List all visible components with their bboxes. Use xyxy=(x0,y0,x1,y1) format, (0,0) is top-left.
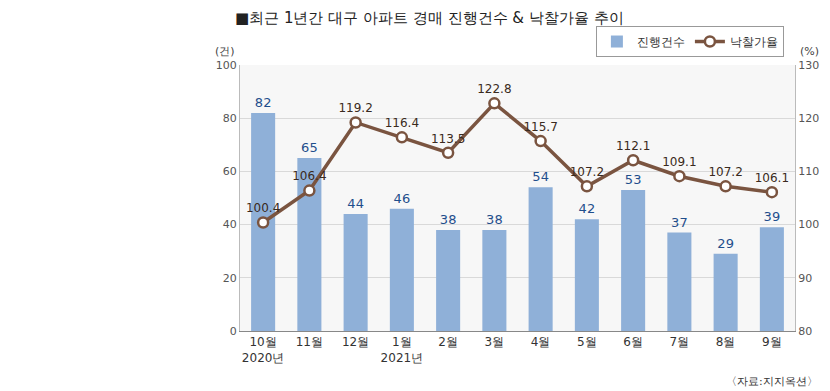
svg-text:3월: 3월 xyxy=(485,335,505,349)
svg-text:60: 60 xyxy=(223,165,237,178)
svg-text:낙찰가율: 낙찰가율 xyxy=(730,35,778,49)
svg-text:20: 20 xyxy=(223,272,237,285)
svg-text:106.4: 106.4 xyxy=(292,169,326,183)
svg-text:54: 54 xyxy=(532,169,549,184)
svg-text:11월: 11월 xyxy=(296,335,323,349)
svg-text:■최근 1년간 대구 아파트 경매 진행건수 & 낙찰가율: ■최근 1년간 대구 아파트 경매 진행건수 & 낙찰가율 추이 xyxy=(235,9,624,27)
svg-text:107.2: 107.2 xyxy=(708,165,742,179)
svg-text:6월: 6월 xyxy=(623,335,643,349)
svg-text:110: 110 xyxy=(798,165,819,178)
svg-text:113.5: 113.5 xyxy=(431,132,465,146)
svg-text:82: 82 xyxy=(255,95,272,110)
svg-text:100.4: 100.4 xyxy=(246,201,280,215)
svg-text:44: 44 xyxy=(347,196,364,211)
svg-text:120: 120 xyxy=(798,112,819,125)
svg-text:0: 0 xyxy=(230,325,237,338)
svg-text:5월: 5월 xyxy=(577,335,597,349)
svg-text:진행건수: 진행건수 xyxy=(637,35,685,49)
svg-text:106.1: 106.1 xyxy=(755,171,789,185)
svg-text:109.1: 109.1 xyxy=(662,155,696,169)
svg-text:119.2: 119.2 xyxy=(338,101,372,115)
svg-text:2월: 2월 xyxy=(438,335,458,349)
svg-text:46: 46 xyxy=(394,191,411,206)
svg-text:37: 37 xyxy=(671,215,688,230)
svg-text:112.1: 112.1 xyxy=(616,139,650,153)
svg-text:39: 39 xyxy=(764,209,781,224)
svg-text:100: 100 xyxy=(216,59,237,72)
svg-text:8월: 8월 xyxy=(716,335,736,349)
svg-text:29: 29 xyxy=(717,236,734,251)
svg-text:65: 65 xyxy=(301,140,318,155)
svg-text:9월: 9월 xyxy=(762,335,782,349)
svg-text:90: 90 xyxy=(798,272,812,285)
svg-text:12월: 12월 xyxy=(342,335,369,349)
svg-text:40: 40 xyxy=(223,218,237,231)
svg-text:7월: 7월 xyxy=(670,335,690,349)
svg-text:115.7: 115.7 xyxy=(523,120,557,134)
svg-text:130: 130 xyxy=(798,59,819,72)
svg-text:80: 80 xyxy=(798,325,812,338)
svg-text:38: 38 xyxy=(440,212,457,227)
svg-text:1월2021년: 1월2021년 xyxy=(381,335,424,365)
svg-text:100: 100 xyxy=(798,218,819,231)
svg-text:42: 42 xyxy=(579,201,596,216)
svg-text:122.8: 122.8 xyxy=(477,82,511,96)
svg-text:107.2: 107.2 xyxy=(570,165,604,179)
svg-text:(%): (%) xyxy=(800,45,819,58)
svg-text:38: 38 xyxy=(486,212,503,227)
svg-text:80: 80 xyxy=(223,112,237,125)
svg-text:〈자료:지지옥션〉: 〈자료:지지옥션〉 xyxy=(726,375,818,388)
svg-text:53: 53 xyxy=(625,172,642,187)
svg-text:10월2020년: 10월2020년 xyxy=(242,335,285,365)
svg-text:(건): (건) xyxy=(215,45,235,58)
svg-text:4월: 4월 xyxy=(531,335,551,349)
svg-text:116.4: 116.4 xyxy=(385,116,419,130)
